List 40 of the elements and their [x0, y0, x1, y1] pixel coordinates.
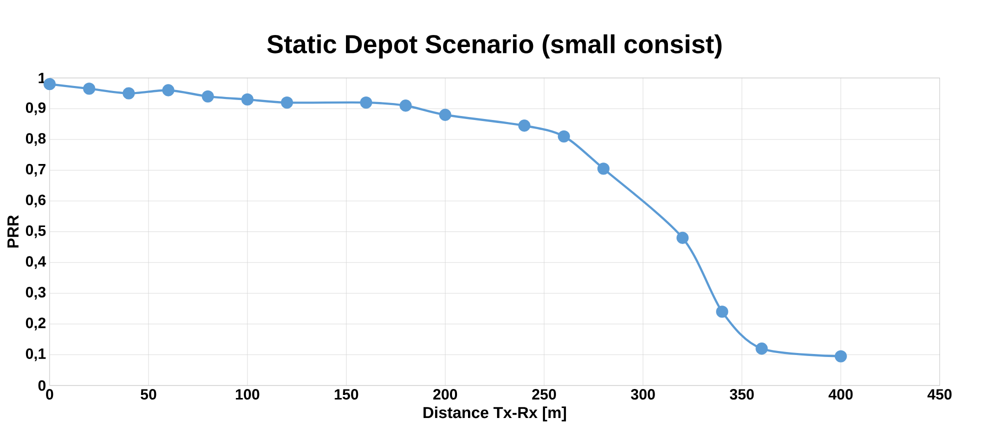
y-axis-title: PRR: [8, 215, 18, 248]
point: [597, 162, 610, 175]
point: [676, 232, 689, 244]
y-tick-label: 0,4: [26, 256, 46, 269]
point: [241, 93, 254, 106]
point: [44, 78, 56, 90]
x-tick-label: 50: [140, 388, 156, 400]
point: [280, 96, 294, 109]
point: [756, 342, 768, 355]
x-tick-label: 400: [828, 388, 853, 400]
y-tick-label: 0,8: [26, 133, 46, 146]
y-tick-label: 0,3: [26, 286, 46, 300]
x-tick-label: 100: [236, 388, 260, 400]
point: [162, 84, 174, 96]
x-tick-label: 200: [433, 388, 458, 400]
point: [439, 108, 452, 121]
x-tick-label: 150: [334, 388, 358, 400]
y-tick-label: 0: [38, 380, 46, 391]
y-tick-label: 0,2: [26, 318, 46, 330]
x-tick-label: 300: [630, 388, 655, 400]
point: [834, 350, 847, 362]
point: [400, 99, 412, 112]
x-axis-title: Distance Tx-Rx [m]: [424, 406, 566, 422]
x-tick-label: 450: [927, 388, 952, 400]
y-tick-label: 0,1: [26, 348, 46, 362]
x-tick-label: 350: [730, 388, 754, 400]
point: [558, 130, 570, 142]
point: [360, 96, 372, 109]
x-tick-label: 250: [532, 388, 556, 400]
x-tick-label: 0: [46, 388, 54, 400]
y-tick-label: 0,5: [26, 225, 46, 238]
point: [716, 306, 728, 318]
chart-title: Static Depot Scenario (small consist): [267, 34, 722, 58]
y-tick-label: 0,6: [26, 194, 46, 208]
y-tick-label: 0,7: [26, 164, 46, 177]
point: [83, 82, 96, 95]
point: [122, 87, 135, 100]
point: [202, 90, 214, 102]
y-tick-label: 0,9: [26, 102, 46, 116]
point: [518, 119, 530, 132]
